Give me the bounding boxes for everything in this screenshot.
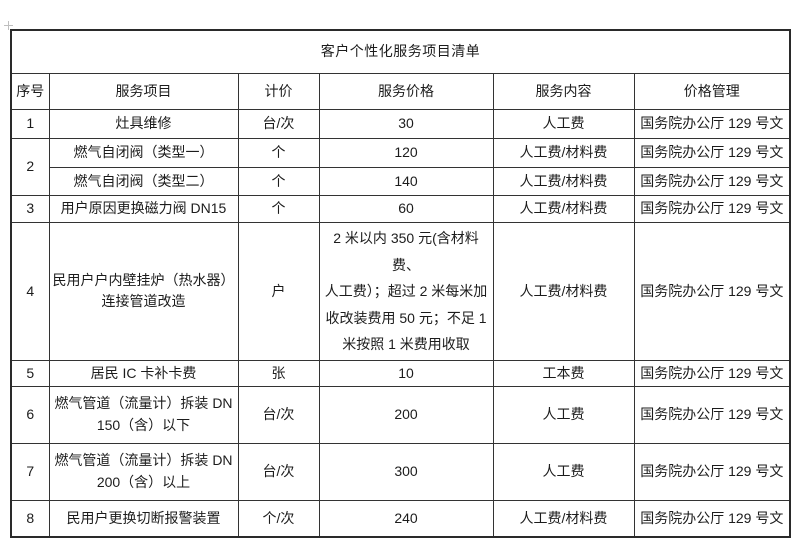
cell-item: 燃气自闭阀（类型一） [48,138,239,168]
cell-unit: 台/次 [237,109,320,139]
table-row: 8 民用户更换切断报警装置 个/次 240 人工费/材料费 国务院办公厅 129… [10,499,791,538]
cell-unit: 台/次 [237,385,320,444]
cell-item: 燃气自闭阀（类型二） [48,167,239,196]
cell-no: 2 [10,138,50,196]
table-title-row: 客户个性化服务项目清单 [10,29,791,74]
cell-no: 3 [10,195,50,223]
cell-content: 人工费 [492,109,635,139]
cell-price: 30 [318,109,494,139]
cell-item: 燃气管道（流量计）拆装 DN 150（含）以下 [48,385,239,444]
cell-mgmt: 国务院办公厅 129 号文 [633,385,791,444]
table-row: 6 燃气管道（流量计）拆装 DN 150（含）以下 台/次 200 人工费 国务… [10,385,791,444]
cell-item: 民用户户内壁挂炉（热水器） 连接管道改造 [48,222,239,361]
column-header-item: 服务项目 [48,73,239,110]
cell-price: 120 [318,138,494,168]
table-move-handle-icon [4,21,13,30]
cell-unit: 个 [237,138,320,168]
cell-unit: 个/次 [237,499,320,538]
cell-item: 用户原因更换磁力阀 DN15 [48,195,239,223]
cell-content: 人工费 [492,442,635,501]
table-title: 客户个性化服务项目清单 [10,29,791,74]
column-header-unit: 计价 [237,73,320,110]
column-header-price: 服务价格 [318,73,494,110]
table-row: 4 民用户户内壁挂炉（热水器） 连接管道改造 户 2 米以内 350 元(含材料… [10,222,791,361]
cell-content: 人工费/材料费 [492,138,635,168]
cell-mgmt: 国务院办公厅 129 号文 [633,109,791,139]
cell-content: 人工费 [492,385,635,444]
cell-mgmt: 国务院办公厅 129 号文 [633,442,791,501]
cell-item: 燃气管道（流量计）拆装 DN 200（含）以上 [48,442,239,501]
cell-price: 240 [318,499,494,538]
table-row: 5 居民 IC 卡补卡费 张 10 工本费 国务院办公厅 129 号文 [10,359,791,387]
cell-item: 灶具维修 [48,109,239,139]
cell-no: 4 [10,222,50,361]
cell-no: 5 [10,359,50,387]
cell-price: 300 [318,442,494,501]
table-header-row: 序号 服务项目 计价 服务价格 服务内容 价格管理 [10,73,791,110]
service-price-table: 客户个性化服务项目清单 序号 服务项目 计价 服务价格 服务内容 价格管理 1 … [10,29,792,538]
cell-content: 人工费/材料费 [492,222,635,361]
cell-price: 2 米以内 350 元(含材料费、 人工费）；超过 2 米每米加 收改装费用 5… [318,222,494,361]
cell-unit: 台/次 [237,442,320,501]
cell-no: 1 [10,109,50,139]
cell-price: 140 [318,167,494,196]
column-header-mgmt: 价格管理 [633,73,791,110]
table-row: 2 燃气自闭阀（类型一） 个 120 人工费/材料费 国务院办公厅 129 号文 [10,138,791,196]
cell-mgmt: 国务院办公厅 129 号文 [633,195,791,223]
cell-price: 60 [318,195,494,223]
table-row: 3 用户原因更换磁力阀 DN15 个 60 人工费/材料费 国务院办公厅 129… [10,195,791,223]
cell-mgmt: 国务院办公厅 129 号文 [633,359,791,387]
table-row: 7 燃气管道（流量计）拆装 DN 200（含）以上 台/次 300 人工费 国务… [10,442,791,501]
column-header-content: 服务内容 [492,73,635,110]
cell-price: 200 [318,385,494,444]
cell-price: 10 [318,359,494,387]
cell-content: 工本费 [492,359,635,387]
cell-no: 7 [10,442,50,501]
cell-mgmt: 国务院办公厅 129 号文 [633,499,791,538]
cell-no: 8 [10,499,50,538]
cell-mgmt: 国务院办公厅 129 号文 [633,138,791,168]
cell-unit: 个 [237,195,320,223]
table-row: 1 灶具维修 台/次 30 人工费 国务院办公厅 129 号文 [10,109,791,139]
cell-mgmt: 国务院办公厅 129 号文 [633,222,791,361]
cell-unit: 户 [237,222,320,361]
table-row: 燃气自闭阀（类型二） 个 140 人工费/材料费 国务院办公厅 129 号文 [11,167,791,196]
cell-unit: 张 [237,359,320,387]
cell-item: 民用户更换切断报警装置 [48,499,239,538]
column-header-no: 序号 [10,73,50,110]
cell-content: 人工费/材料费 [492,167,635,196]
cell-mgmt: 国务院办公厅 129 号文 [633,167,791,196]
cell-content: 人工费/材料费 [492,499,635,538]
cell-unit: 个 [237,167,320,196]
cell-item: 居民 IC 卡补卡费 [48,359,239,387]
cell-no: 6 [10,385,50,444]
cell-content: 人工费/材料费 [492,195,635,223]
